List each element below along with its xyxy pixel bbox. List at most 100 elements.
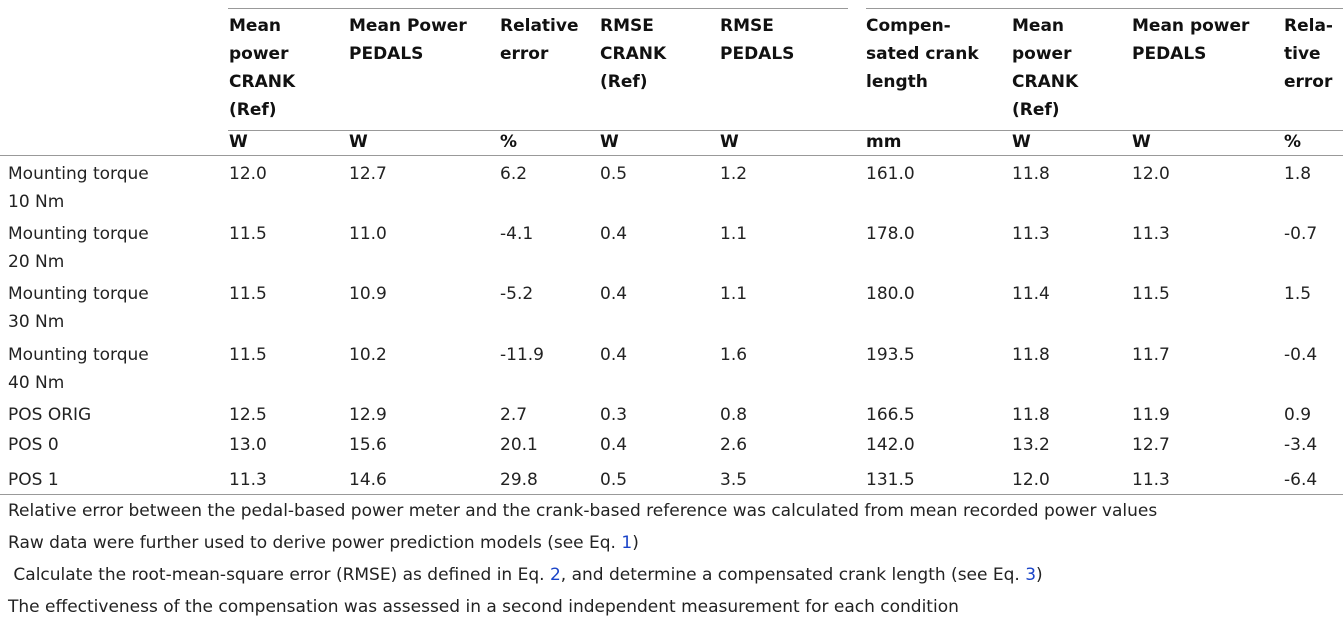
cell: -0.4 — [1284, 345, 1318, 365]
rule — [0, 494, 1343, 495]
cell: -6.4 — [1284, 470, 1318, 490]
cell: 29.8 — [500, 470, 538, 490]
footnote: Relative error between the pedal-based p… — [8, 497, 1157, 525]
rule — [0, 155, 1343, 156]
column-header: (Ref) — [1012, 100, 1060, 120]
rule — [866, 8, 1343, 9]
column-header: CRANK — [229, 72, 296, 92]
cell: 6.2 — [500, 164, 528, 184]
column-header: RMSE — [720, 16, 774, 36]
cell: 11.0 — [349, 224, 387, 244]
footnote-text: Relative error between the pedal-based p… — [8, 501, 1158, 521]
footnote-text: ) — [1036, 565, 1043, 585]
column-header: power — [1012, 44, 1072, 64]
row-label: Mounting torque — [8, 164, 149, 184]
cell: 1.1 — [720, 284, 748, 304]
column-unit: mm — [866, 132, 902, 152]
footnote: Calculate the root-mean-square error (RM… — [8, 561, 1043, 589]
cell: 11.8 — [1012, 345, 1050, 365]
footnote-text: ) — [632, 533, 639, 553]
cell: 20.1 — [500, 435, 538, 455]
cell: 0.4 — [600, 224, 628, 244]
cell: 12.0 — [229, 164, 267, 184]
column-header: Relative — [500, 16, 579, 36]
footnote-text: Raw data were further used to derive pow… — [8, 533, 622, 553]
equation-link: 3 — [1025, 565, 1037, 585]
row-label: Mounting torque — [8, 345, 149, 365]
column-header: CRANK — [600, 44, 667, 64]
column-unit: W — [720, 132, 739, 152]
column-header: error — [1284, 72, 1333, 92]
cell: 12.7 — [349, 164, 387, 184]
cell: 12.0 — [1132, 164, 1170, 184]
cell: 11.5 — [229, 345, 267, 365]
cell: 11.3 — [1132, 224, 1170, 244]
column-header: sated crank — [866, 44, 979, 64]
column-unit: W — [349, 132, 368, 152]
column-unit: W — [229, 132, 248, 152]
cell: 1.2 — [720, 164, 748, 184]
column-header: PEDALS — [349, 44, 424, 64]
column-header: Mean Power — [349, 16, 467, 36]
footnote-text: The effectiveness of the compensation wa… — [8, 597, 959, 617]
equation-link: 2 — [549, 565, 561, 585]
column-header: length — [866, 72, 928, 92]
row-label: 20 Nm — [8, 252, 65, 272]
column-header: CRANK — [1012, 72, 1079, 92]
column-header: power — [229, 44, 289, 64]
column-unit: W — [1132, 132, 1151, 152]
rule — [228, 8, 848, 9]
cell: 0.8 — [720, 405, 748, 425]
cell: 1.5 — [1284, 284, 1312, 304]
cell: 11.8 — [1012, 405, 1050, 425]
column-header: (Ref) — [229, 100, 277, 120]
cell: 3.5 — [720, 470, 748, 490]
cell: 1.8 — [1284, 164, 1312, 184]
cell: 11.7 — [1132, 345, 1170, 365]
cell: 11.3 — [1132, 470, 1170, 490]
footnote: The effectiveness of the compensation wa… — [8, 593, 959, 621]
cell: -11.9 — [500, 345, 544, 365]
cell: 11.4 — [1012, 284, 1050, 304]
column-header: Mean — [1012, 16, 1065, 36]
equation-link: 1 — [621, 533, 633, 553]
cell: -4.1 — [500, 224, 534, 244]
cell: 166.5 — [866, 405, 915, 425]
footnote-text: Calculate the root-mean-square error (RM… — [8, 565, 550, 585]
column-unit: % — [1284, 132, 1302, 152]
cell: 13.0 — [229, 435, 267, 455]
cell: 0.5 — [600, 164, 628, 184]
cell: 12.7 — [1132, 435, 1170, 455]
column-unit: W — [600, 132, 619, 152]
cell: 12.5 — [229, 405, 267, 425]
cell: 0.4 — [600, 284, 628, 304]
cell: 1.6 — [720, 345, 748, 365]
cell: 0.9 — [1284, 405, 1312, 425]
column-header: tive — [1284, 44, 1321, 64]
row-label: Mounting torque — [8, 284, 149, 304]
cell: 11.5 — [1132, 284, 1170, 304]
cell: 193.5 — [866, 345, 915, 365]
cell: 0.5 — [600, 470, 628, 490]
footnote-text: , and determine a compensated crank leng… — [560, 565, 1026, 585]
cell: 11.3 — [1012, 224, 1050, 244]
column-unit: W — [1012, 132, 1031, 152]
row-label: POS 1 — [8, 470, 59, 490]
cell: 11.9 — [1132, 405, 1170, 425]
row-label: POS ORIG — [8, 405, 92, 425]
row-label: 40 Nm — [8, 373, 65, 393]
column-header: (Ref) — [600, 72, 648, 92]
cell: 11.5 — [229, 224, 267, 244]
cell: -5.2 — [500, 284, 534, 304]
cell: 180.0 — [866, 284, 915, 304]
cell: 2.7 — [500, 405, 528, 425]
cell: -3.4 — [1284, 435, 1318, 455]
column-header: Compen- — [866, 16, 951, 36]
cell: 12.9 — [349, 405, 387, 425]
cell: 2.6 — [720, 435, 748, 455]
cell: 161.0 — [866, 164, 915, 184]
cell: 11.3 — [229, 470, 267, 490]
cell: 14.6 — [349, 470, 387, 490]
row-label: 30 Nm — [8, 312, 65, 332]
row-label: 10 Nm — [8, 192, 65, 212]
